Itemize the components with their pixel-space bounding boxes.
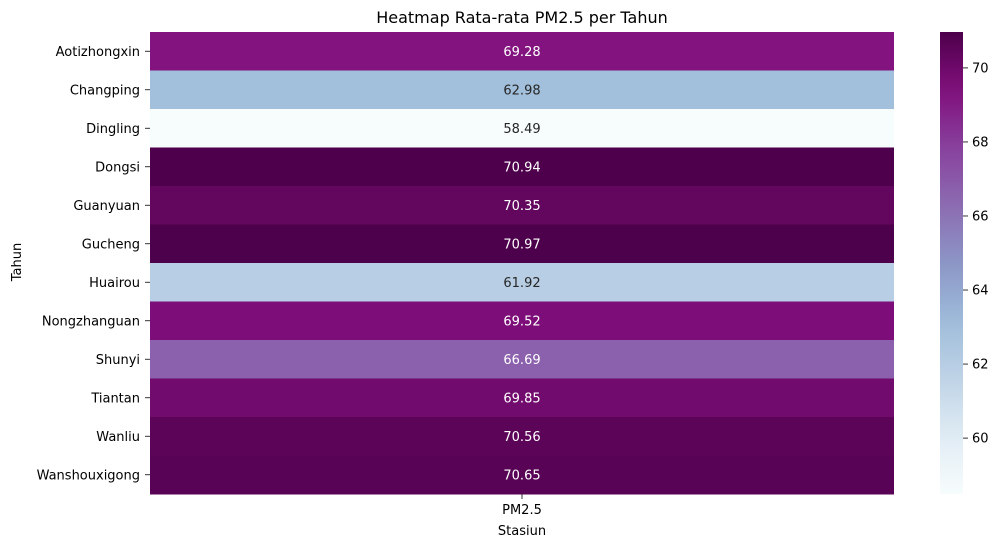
heatmap-cell <box>150 263 894 302</box>
heatmap-cell <box>150 378 894 418</box>
colorbar-tick-label: 60 <box>972 432 989 447</box>
colorbar: 60 62 64 66 68 70 <box>940 32 989 494</box>
heatmap-cell <box>150 455 894 495</box>
heatmap-cell <box>150 224 894 264</box>
cell-value-label: 70.94 <box>503 160 540 175</box>
colorbar-gradient <box>940 32 963 494</box>
heatmap-cell <box>150 417 894 456</box>
column-labels: PM2.5 <box>502 494 542 518</box>
row-labels: Aotizhongxin Changping Dingling Dongsi Guany… <box>37 45 150 483</box>
colorbar-tick-label: 62 <box>972 358 989 373</box>
row-label: Wanliu <box>96 430 140 445</box>
heatmap-cell <box>150 340 894 379</box>
colorbar-tick-label: 64 <box>972 284 989 299</box>
chart-title: Heatmap Rata-rata PM2.5 per Tahun <box>376 8 668 27</box>
row-label: Gucheng <box>82 237 140 252</box>
colorbar-tick-label: 66 <box>972 209 989 224</box>
row-label: Dingling <box>86 122 140 137</box>
row-label: Aotizhongxin <box>56 45 140 60</box>
x-axis-label: Stasiun <box>498 524 546 539</box>
cell-value-label: 69.28 <box>503 45 540 60</box>
cell-value-label: 70.56 <box>503 430 540 445</box>
column-label: PM2.5 <box>502 503 542 518</box>
row-label: Tiantan <box>90 391 140 406</box>
cell-value-label: 62.98 <box>503 83 540 98</box>
cell-value-label: 58.49 <box>503 122 540 137</box>
heatmap-cell <box>150 301 894 341</box>
cell-value-label: 70.97 <box>503 237 540 252</box>
row-label: Guanyuan <box>73 199 140 214</box>
row-label: Shunyi <box>96 353 140 368</box>
row-label: Changping <box>70 83 140 98</box>
colorbar-tick-label: 68 <box>972 135 989 150</box>
cell-value-label: 61.92 <box>503 276 540 291</box>
row-label: Wanshouxigong <box>37 468 140 483</box>
heatmap-cell <box>150 186 894 225</box>
row-label: Dongsi <box>95 160 140 175</box>
cell-value-label: 70.35 <box>503 199 540 214</box>
heatmap-cell <box>150 70 894 110</box>
row-label: Nongzhanguan <box>42 314 140 329</box>
heatmap-cell <box>150 147 894 187</box>
heatmap-cells: 69.28 62.98 58.49 70.94 70.35 70.97 61.92 69.52… <box>150 32 894 495</box>
y-axis-label: Tahun <box>10 243 25 282</box>
cell-value-label: 69.52 <box>503 314 540 329</box>
heatmap-cell <box>150 32 894 71</box>
heatmap-cell <box>150 109 894 148</box>
cell-value-label: 70.65 <box>503 468 540 483</box>
cell-value-label: 66.69 <box>503 353 540 368</box>
colorbar-tick-label: 70 <box>972 61 989 76</box>
cell-value-label: 69.85 <box>503 391 540 406</box>
row-label: Huairou <box>89 276 140 291</box>
